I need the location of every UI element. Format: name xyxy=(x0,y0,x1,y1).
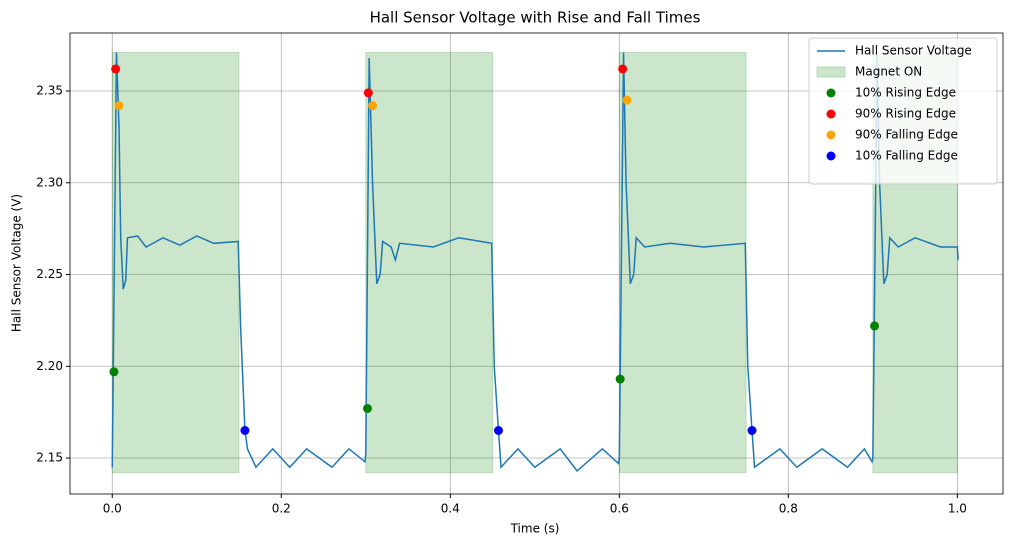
legend-label: Magnet ON xyxy=(855,65,922,79)
y-tick-label: 2.25 xyxy=(36,267,63,281)
legend-marker xyxy=(826,88,836,98)
x-axis-label: Time (s) xyxy=(510,522,560,536)
magnet-span xyxy=(365,51,494,474)
x-tick-label: 0.2 xyxy=(272,502,291,516)
plot-data xyxy=(109,51,959,474)
edge-point xyxy=(622,95,632,105)
y-tick-label: 2.35 xyxy=(36,83,63,97)
edge-point xyxy=(615,374,625,384)
chart-title: Hall Sensor Voltage with Rise and Fall T… xyxy=(370,9,701,27)
edge-point xyxy=(493,426,503,436)
legend-marker xyxy=(826,109,836,119)
edge-point xyxy=(111,64,121,74)
legend: Hall Sensor Voltage Magnet ON 10% Rising E… xyxy=(808,37,998,185)
edge-point xyxy=(870,321,880,331)
legend-label: 10% Falling Edge xyxy=(855,149,958,163)
legend-label: Hall Sensor Voltage xyxy=(855,44,972,58)
magnet-span xyxy=(618,51,747,474)
x-tick-label: 0.6 xyxy=(610,502,629,516)
plot-frame xyxy=(69,32,1004,495)
edge-point xyxy=(114,101,124,111)
y-tick-label: 2.20 xyxy=(36,359,63,373)
edge-point xyxy=(109,367,119,377)
legend-marker xyxy=(826,130,836,140)
legend-marker xyxy=(826,151,836,161)
edge-point xyxy=(240,426,250,436)
legend-label: 90% Falling Edge xyxy=(855,128,958,142)
x-tick-label: 0.8 xyxy=(779,502,798,516)
x-tick-label: 0.4 xyxy=(441,502,460,516)
magnet-span xyxy=(111,51,240,474)
edge-point xyxy=(747,426,757,436)
legend-box xyxy=(808,37,998,185)
edge-point xyxy=(368,101,378,111)
x-tick-label: 0.0 xyxy=(103,502,122,516)
edge-point xyxy=(363,88,373,98)
x-tick-label: 1.0 xyxy=(948,502,967,516)
legend-patch xyxy=(816,66,846,78)
y-tick-label: 2.30 xyxy=(36,175,63,189)
legend-label: 90% Rising Edge xyxy=(855,107,956,121)
y-tick-label: 2.15 xyxy=(36,451,63,465)
legend-label: 10% Rising Edge xyxy=(855,86,956,100)
edge-point xyxy=(618,64,628,74)
y-axis-label: Hall Sensor Voltage (V) xyxy=(10,194,24,332)
edge-point xyxy=(362,403,372,413)
